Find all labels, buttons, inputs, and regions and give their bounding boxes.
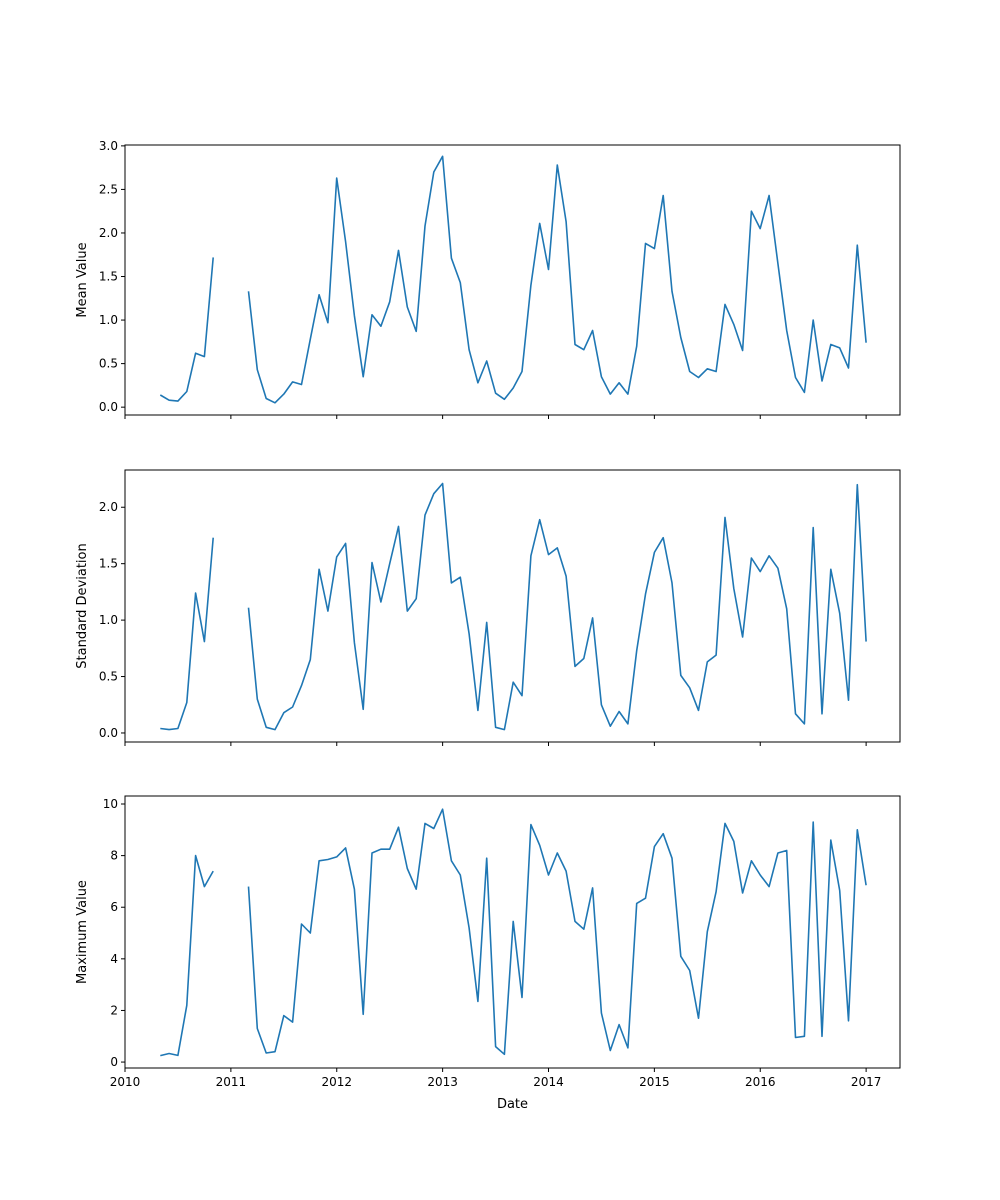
x-tick: 2012	[321, 1068, 352, 1089]
subplot-1: 0.0 0.5 1.0 1.5 2.0 2.5 3.0 Mean Value	[75, 139, 901, 419]
y-tick: 4	[110, 952, 125, 966]
x-tick: 2015	[639, 1068, 670, 1089]
x-tick: 2011	[216, 1068, 247, 1089]
y-tick: 3.0	[99, 139, 125, 153]
y-tick-label: 0.0	[99, 400, 118, 414]
series-line	[160, 482, 867, 731]
y-tick-label: 6	[110, 900, 118, 914]
y-axis-label: Standard Deviation	[75, 543, 90, 668]
y-tick: 2.0	[99, 226, 125, 240]
y-tick: 0.5	[99, 670, 125, 684]
y-tick: 2	[110, 1003, 125, 1017]
y-tick: 1.0	[99, 613, 125, 627]
y-tick: 0	[110, 1055, 125, 1069]
x-tick-label: 2013	[427, 1075, 458, 1089]
y-tick-label: 3.0	[99, 139, 118, 153]
y-tick-label: 1.5	[99, 557, 118, 571]
axes-frame	[124, 795, 901, 1069]
y-tick: 1.5	[99, 270, 125, 284]
y-tick-label: 0.0	[99, 726, 118, 740]
x-tick: 2014	[533, 1068, 564, 1089]
y-tick-label: 2.0	[99, 226, 118, 240]
y-tick: 1.5	[99, 557, 125, 571]
x-tick-label: 2017	[851, 1075, 882, 1089]
y-tick: 6	[110, 900, 125, 914]
subplot-3: 0 2 4 6 8 10 2010 2011 2012 2013 2014 2015 2016 2017 M…	[75, 795, 901, 1112]
y-tick: 0.0	[99, 726, 125, 740]
x-tick: 2017	[851, 1068, 882, 1089]
x-tick: 2013	[427, 1068, 458, 1089]
x-tick-label: 2010	[110, 1075, 141, 1089]
y-tick: 1.0	[99, 313, 125, 327]
y-axis-label: Maximum Value	[75, 880, 90, 984]
x-tick-label: 2012	[321, 1075, 352, 1089]
y-tick-label: 10	[103, 797, 118, 811]
series-line	[160, 808, 867, 1057]
y-tick-label: 2	[110, 1003, 118, 1017]
y-tick: 0.5	[99, 357, 125, 371]
y-tick-label: 1.5	[99, 270, 118, 284]
y-axis-label: Mean Value	[75, 242, 90, 317]
x-tick: 2010	[110, 1068, 141, 1089]
y-tick: 0.0	[99, 400, 125, 414]
x-axis-label: Date	[497, 1097, 528, 1112]
y-tick-label: 8	[110, 849, 118, 863]
y-tick-label: 0.5	[99, 357, 118, 371]
subplot-2: 0.0 0.5 1.0 1.5 2.0 Standard Deviation	[75, 469, 901, 746]
y-tick: 8	[110, 849, 125, 863]
x-tick-label: 2011	[216, 1075, 247, 1089]
axes-frame	[124, 469, 901, 743]
x-tick: 2016	[745, 1068, 776, 1089]
x-tick-label: 2016	[745, 1075, 776, 1089]
axes-frame	[124, 144, 901, 416]
y-tick-label: 0.5	[99, 670, 118, 684]
y-tick-label: 0	[110, 1055, 118, 1069]
y-tick-label: 1.0	[99, 613, 118, 627]
y-tick-label: 1.0	[99, 313, 118, 327]
y-tick-label: 4	[110, 952, 118, 966]
series-line	[159, 155, 867, 404]
y-tick-label: 2.0	[99, 500, 118, 514]
y-tick: 10	[103, 797, 125, 811]
x-tick-label: 2015	[639, 1075, 670, 1089]
y-tick: 2.5	[99, 182, 125, 196]
x-tick-label: 2014	[533, 1075, 564, 1089]
y-tick-label: 2.5	[99, 182, 118, 196]
y-tick: 2.0	[99, 500, 125, 514]
